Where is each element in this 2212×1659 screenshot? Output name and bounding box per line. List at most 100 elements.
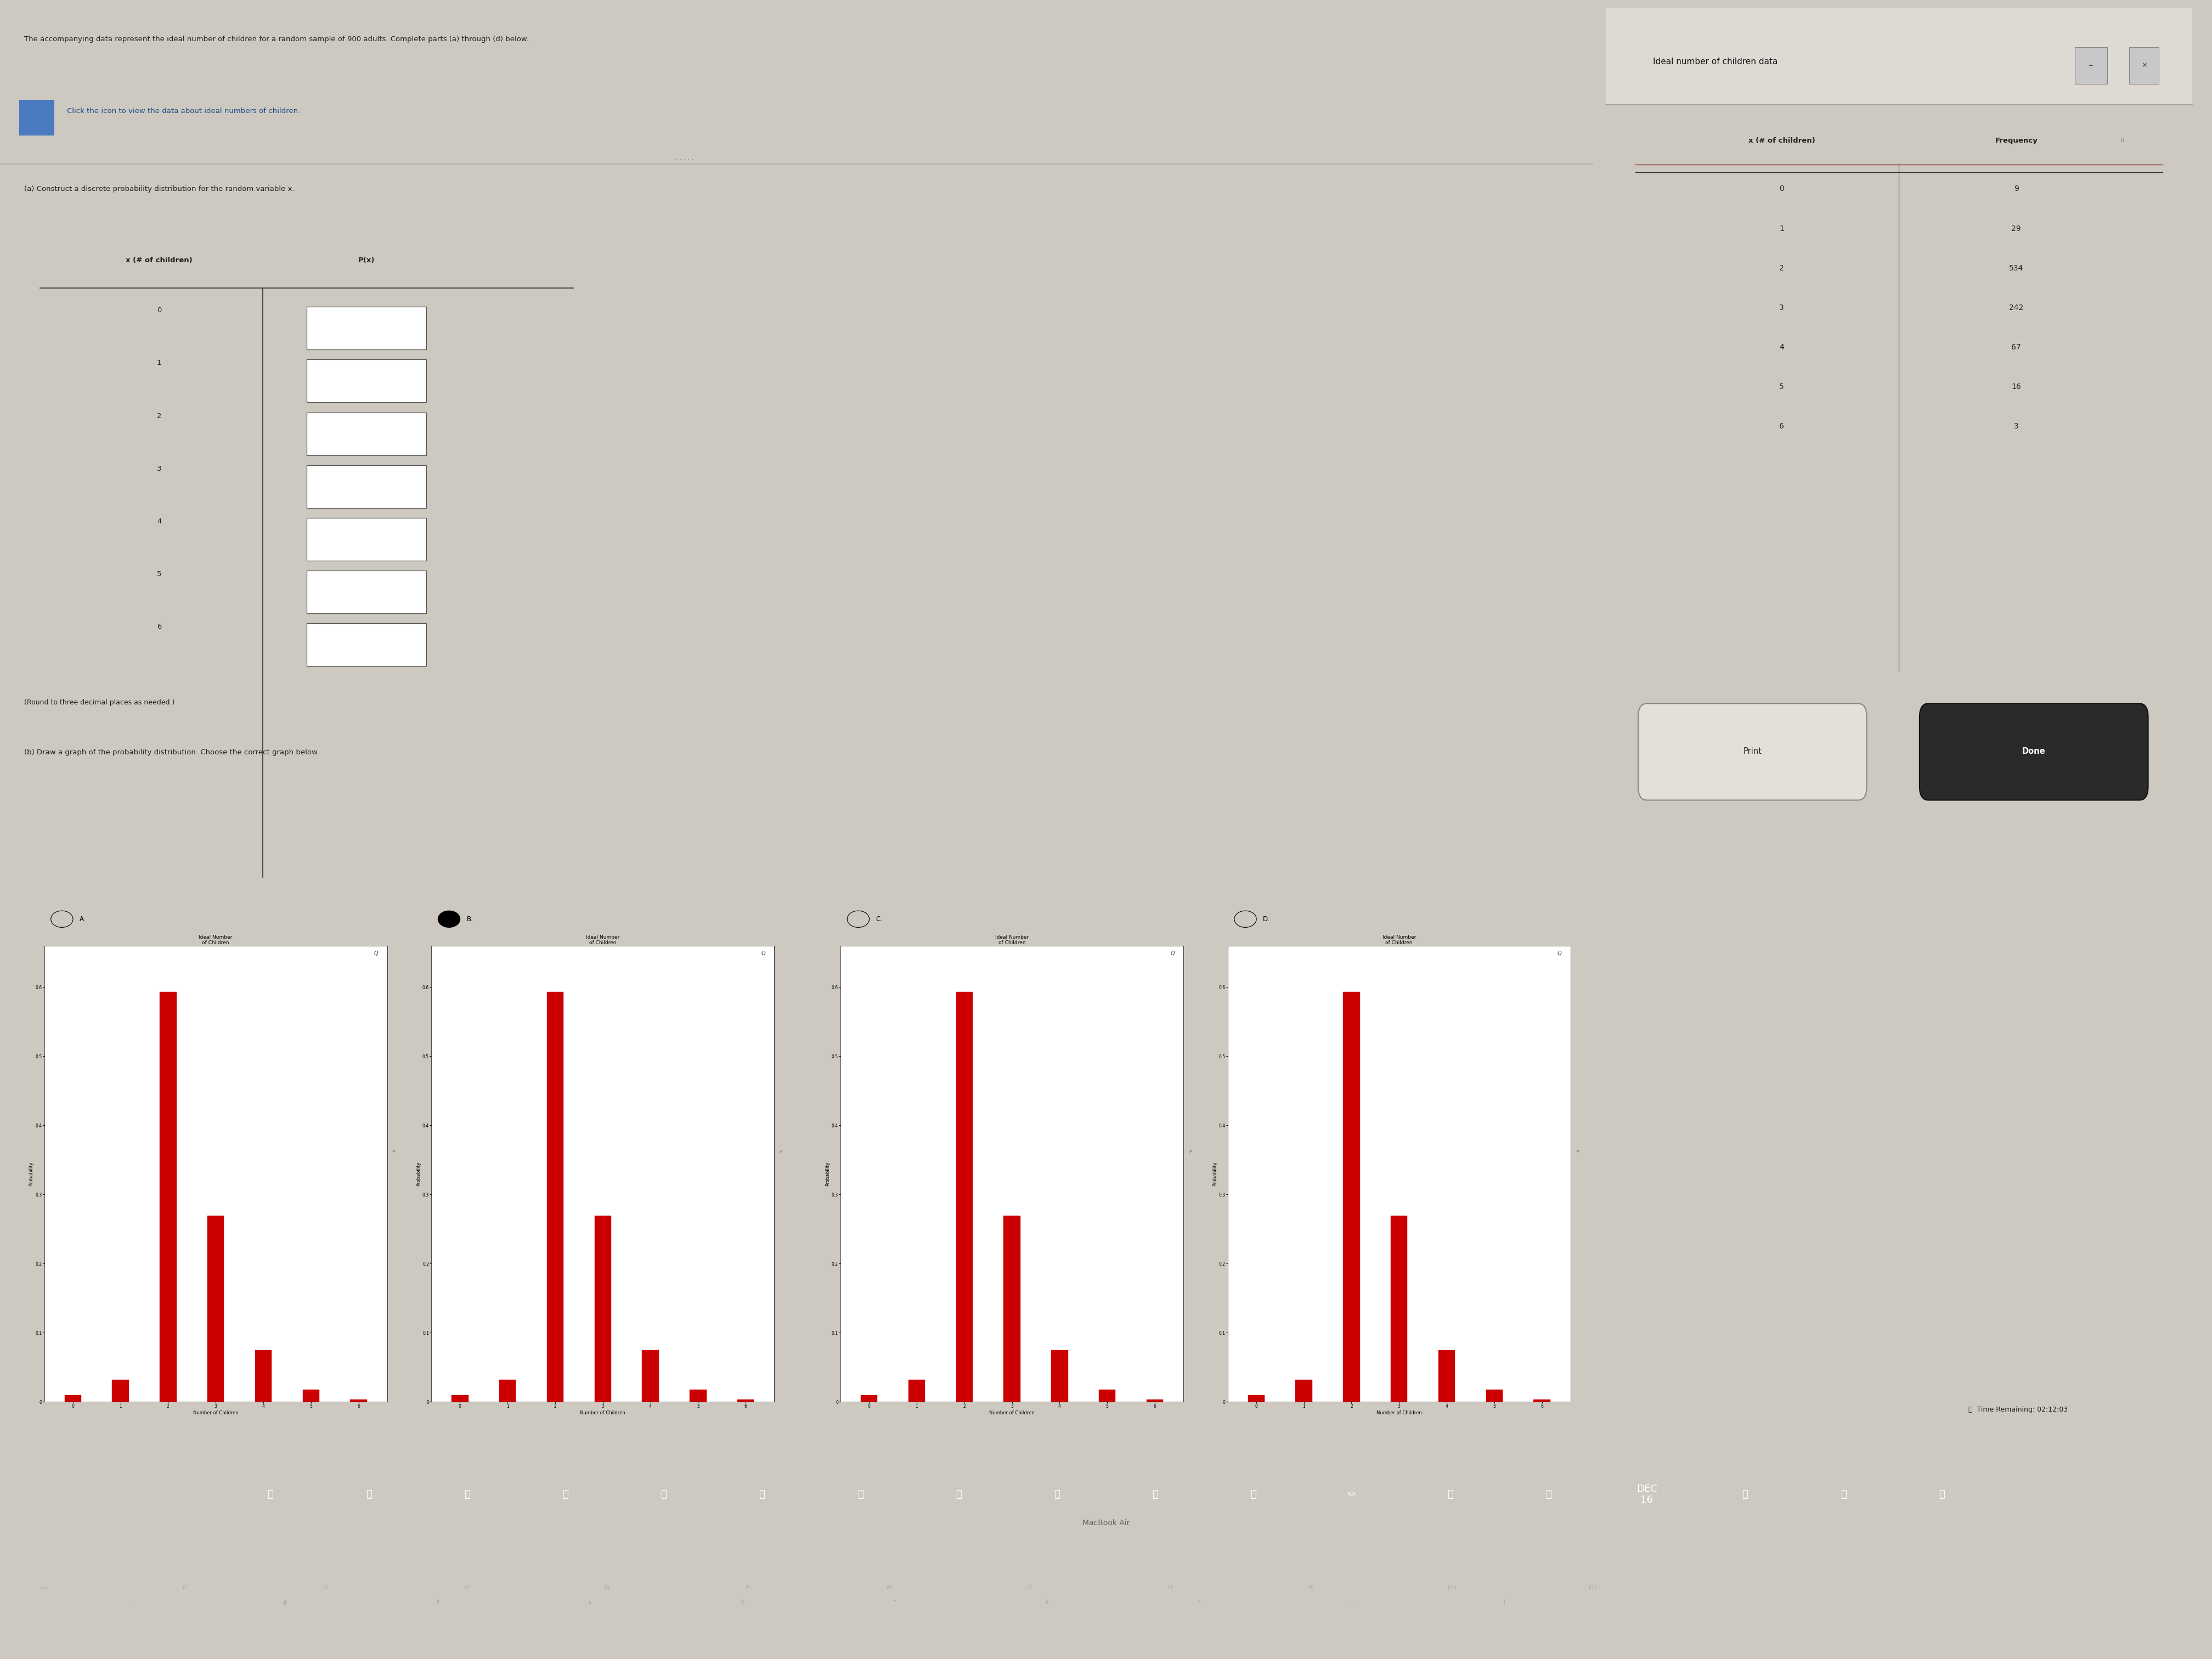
Text: &: & — [1046, 1599, 1048, 1604]
Text: ⇗: ⇗ — [392, 1148, 396, 1153]
Text: 2: 2 — [157, 413, 161, 420]
Text: @: @ — [283, 1599, 288, 1604]
Bar — [159, 992, 177, 1402]
Bar — [690, 1390, 706, 1402]
Text: 0: 0 — [1502, 1627, 1506, 1632]
Text: ×: × — [2141, 61, 2148, 70]
Text: F1: F1 — [181, 1586, 188, 1591]
Text: 6: 6 — [1778, 423, 1785, 430]
Text: 6: 6 — [157, 624, 161, 630]
Text: 📁: 📁 — [1546, 1490, 1551, 1500]
Text: 📺: 📺 — [858, 1490, 863, 1500]
Text: 4: 4 — [1778, 343, 1785, 352]
Text: 16: 16 — [2011, 383, 2022, 392]
Bar — [2075, 46, 2108, 85]
Text: 0: 0 — [1778, 186, 1785, 192]
Bar — [1391, 1216, 1407, 1402]
Text: B.: B. — [467, 916, 473, 922]
Text: 🎙: 🎙 — [956, 1490, 962, 1500]
Text: %: % — [741, 1599, 743, 1604]
Title: Ideal Number
of Children: Ideal Number of Children — [199, 934, 232, 946]
Text: ^: ^ — [894, 1599, 896, 1604]
Text: 67: 67 — [2011, 343, 2022, 352]
Text: esc: esc — [40, 1586, 49, 1591]
X-axis label: Number of Children: Number of Children — [989, 1410, 1035, 1415]
Bar — [500, 1380, 515, 1402]
Bar — [546, 992, 564, 1402]
Text: Frequency: Frequency — [1995, 138, 2037, 144]
Text: Q: Q — [761, 951, 765, 956]
Text: 4: 4 — [588, 1627, 591, 1632]
Text: F8: F8 — [1168, 1586, 1172, 1591]
Text: A.: A. — [80, 916, 86, 922]
Text: F5: F5 — [745, 1586, 752, 1591]
Title: Ideal Number
of Children: Ideal Number of Children — [995, 934, 1029, 946]
Y-axis label: Probability: Probability — [416, 1161, 420, 1186]
X-axis label: Number of Children: Number of Children — [192, 1410, 239, 1415]
Text: 1: 1 — [157, 360, 161, 367]
Text: DEC
16: DEC 16 — [1637, 1483, 1657, 1505]
Text: D.: D. — [1263, 916, 1270, 922]
Bar — [1248, 1395, 1265, 1402]
Text: 🖼: 🖼 — [562, 1490, 568, 1500]
Text: ✏: ✏ — [1347, 1490, 1356, 1500]
Bar — [1343, 992, 1360, 1402]
Bar — [307, 465, 427, 508]
Text: F7: F7 — [1026, 1586, 1033, 1591]
Title: Ideal Number
of Children: Ideal Number of Children — [586, 934, 619, 946]
Title: Ideal Number
of Children: Ideal Number of Children — [1383, 934, 1416, 946]
Y-axis label: Probability: Probability — [1212, 1161, 1217, 1186]
Text: 5: 5 — [1778, 383, 1785, 392]
Text: F3: F3 — [465, 1586, 469, 1591]
Text: ⇗: ⇗ — [1188, 1148, 1192, 1153]
FancyBboxPatch shape — [1920, 703, 2148, 800]
Text: F9: F9 — [1307, 1586, 1314, 1591]
Text: 🎵: 🎵 — [1840, 1490, 1847, 1500]
Bar — [1606, 8, 2192, 105]
Text: 242: 242 — [2008, 304, 2024, 312]
Text: 🍎: 🍎 — [268, 1490, 274, 1500]
Bar — [20, 100, 53, 136]
Text: 🔒: 🔒 — [1447, 1490, 1453, 1500]
Text: 1: 1 — [1778, 224, 1785, 232]
Text: 3: 3 — [1778, 304, 1785, 312]
Bar — [303, 1390, 319, 1402]
Text: 📷: 📷 — [1152, 1490, 1159, 1500]
Text: ─: ─ — [2088, 63, 2093, 68]
Text: $: $ — [588, 1599, 591, 1604]
Text: (Round to three decimal places as needed.): (Round to three decimal places as needed… — [24, 698, 175, 707]
Bar — [1146, 1400, 1164, 1402]
Text: Done: Done — [2022, 747, 2046, 755]
Text: F10: F10 — [1447, 1586, 1455, 1591]
Text: MacBook Air: MacBook Air — [1082, 1520, 1130, 1526]
Bar — [1486, 1390, 1502, 1402]
Bar — [307, 518, 427, 561]
Bar — [307, 360, 427, 403]
Bar — [307, 413, 427, 455]
Text: 📊: 📊 — [1250, 1490, 1256, 1500]
Text: F6: F6 — [885, 1586, 891, 1591]
Text: 3: 3 — [2013, 423, 2020, 430]
Bar — [451, 1395, 469, 1402]
FancyBboxPatch shape — [1639, 703, 1867, 800]
Bar — [1099, 1390, 1115, 1402]
Text: ⇗: ⇗ — [1575, 1148, 1579, 1153]
Text: 🎵: 🎵 — [759, 1490, 765, 1500]
Bar — [64, 1395, 82, 1402]
Text: F4: F4 — [604, 1586, 611, 1591]
Text: 534: 534 — [2008, 264, 2024, 272]
Bar — [909, 1380, 925, 1402]
Text: 📧: 📧 — [465, 1490, 469, 1500]
Bar — [113, 1380, 128, 1402]
Text: 9: 9 — [1349, 1627, 1354, 1632]
Bar — [595, 1216, 611, 1402]
Bar — [2130, 46, 2159, 85]
Text: 📦: 📦 — [1743, 1490, 1747, 1500]
X-axis label: Number of Children: Number of Children — [1376, 1410, 1422, 1415]
Bar — [737, 1400, 754, 1402]
Text: ⇗: ⇗ — [779, 1148, 783, 1153]
Text: 🅽: 🅽 — [1053, 1490, 1060, 1500]
Text: 3: 3 — [157, 465, 161, 473]
Bar — [307, 307, 427, 350]
Text: 2: 2 — [1778, 264, 1785, 272]
